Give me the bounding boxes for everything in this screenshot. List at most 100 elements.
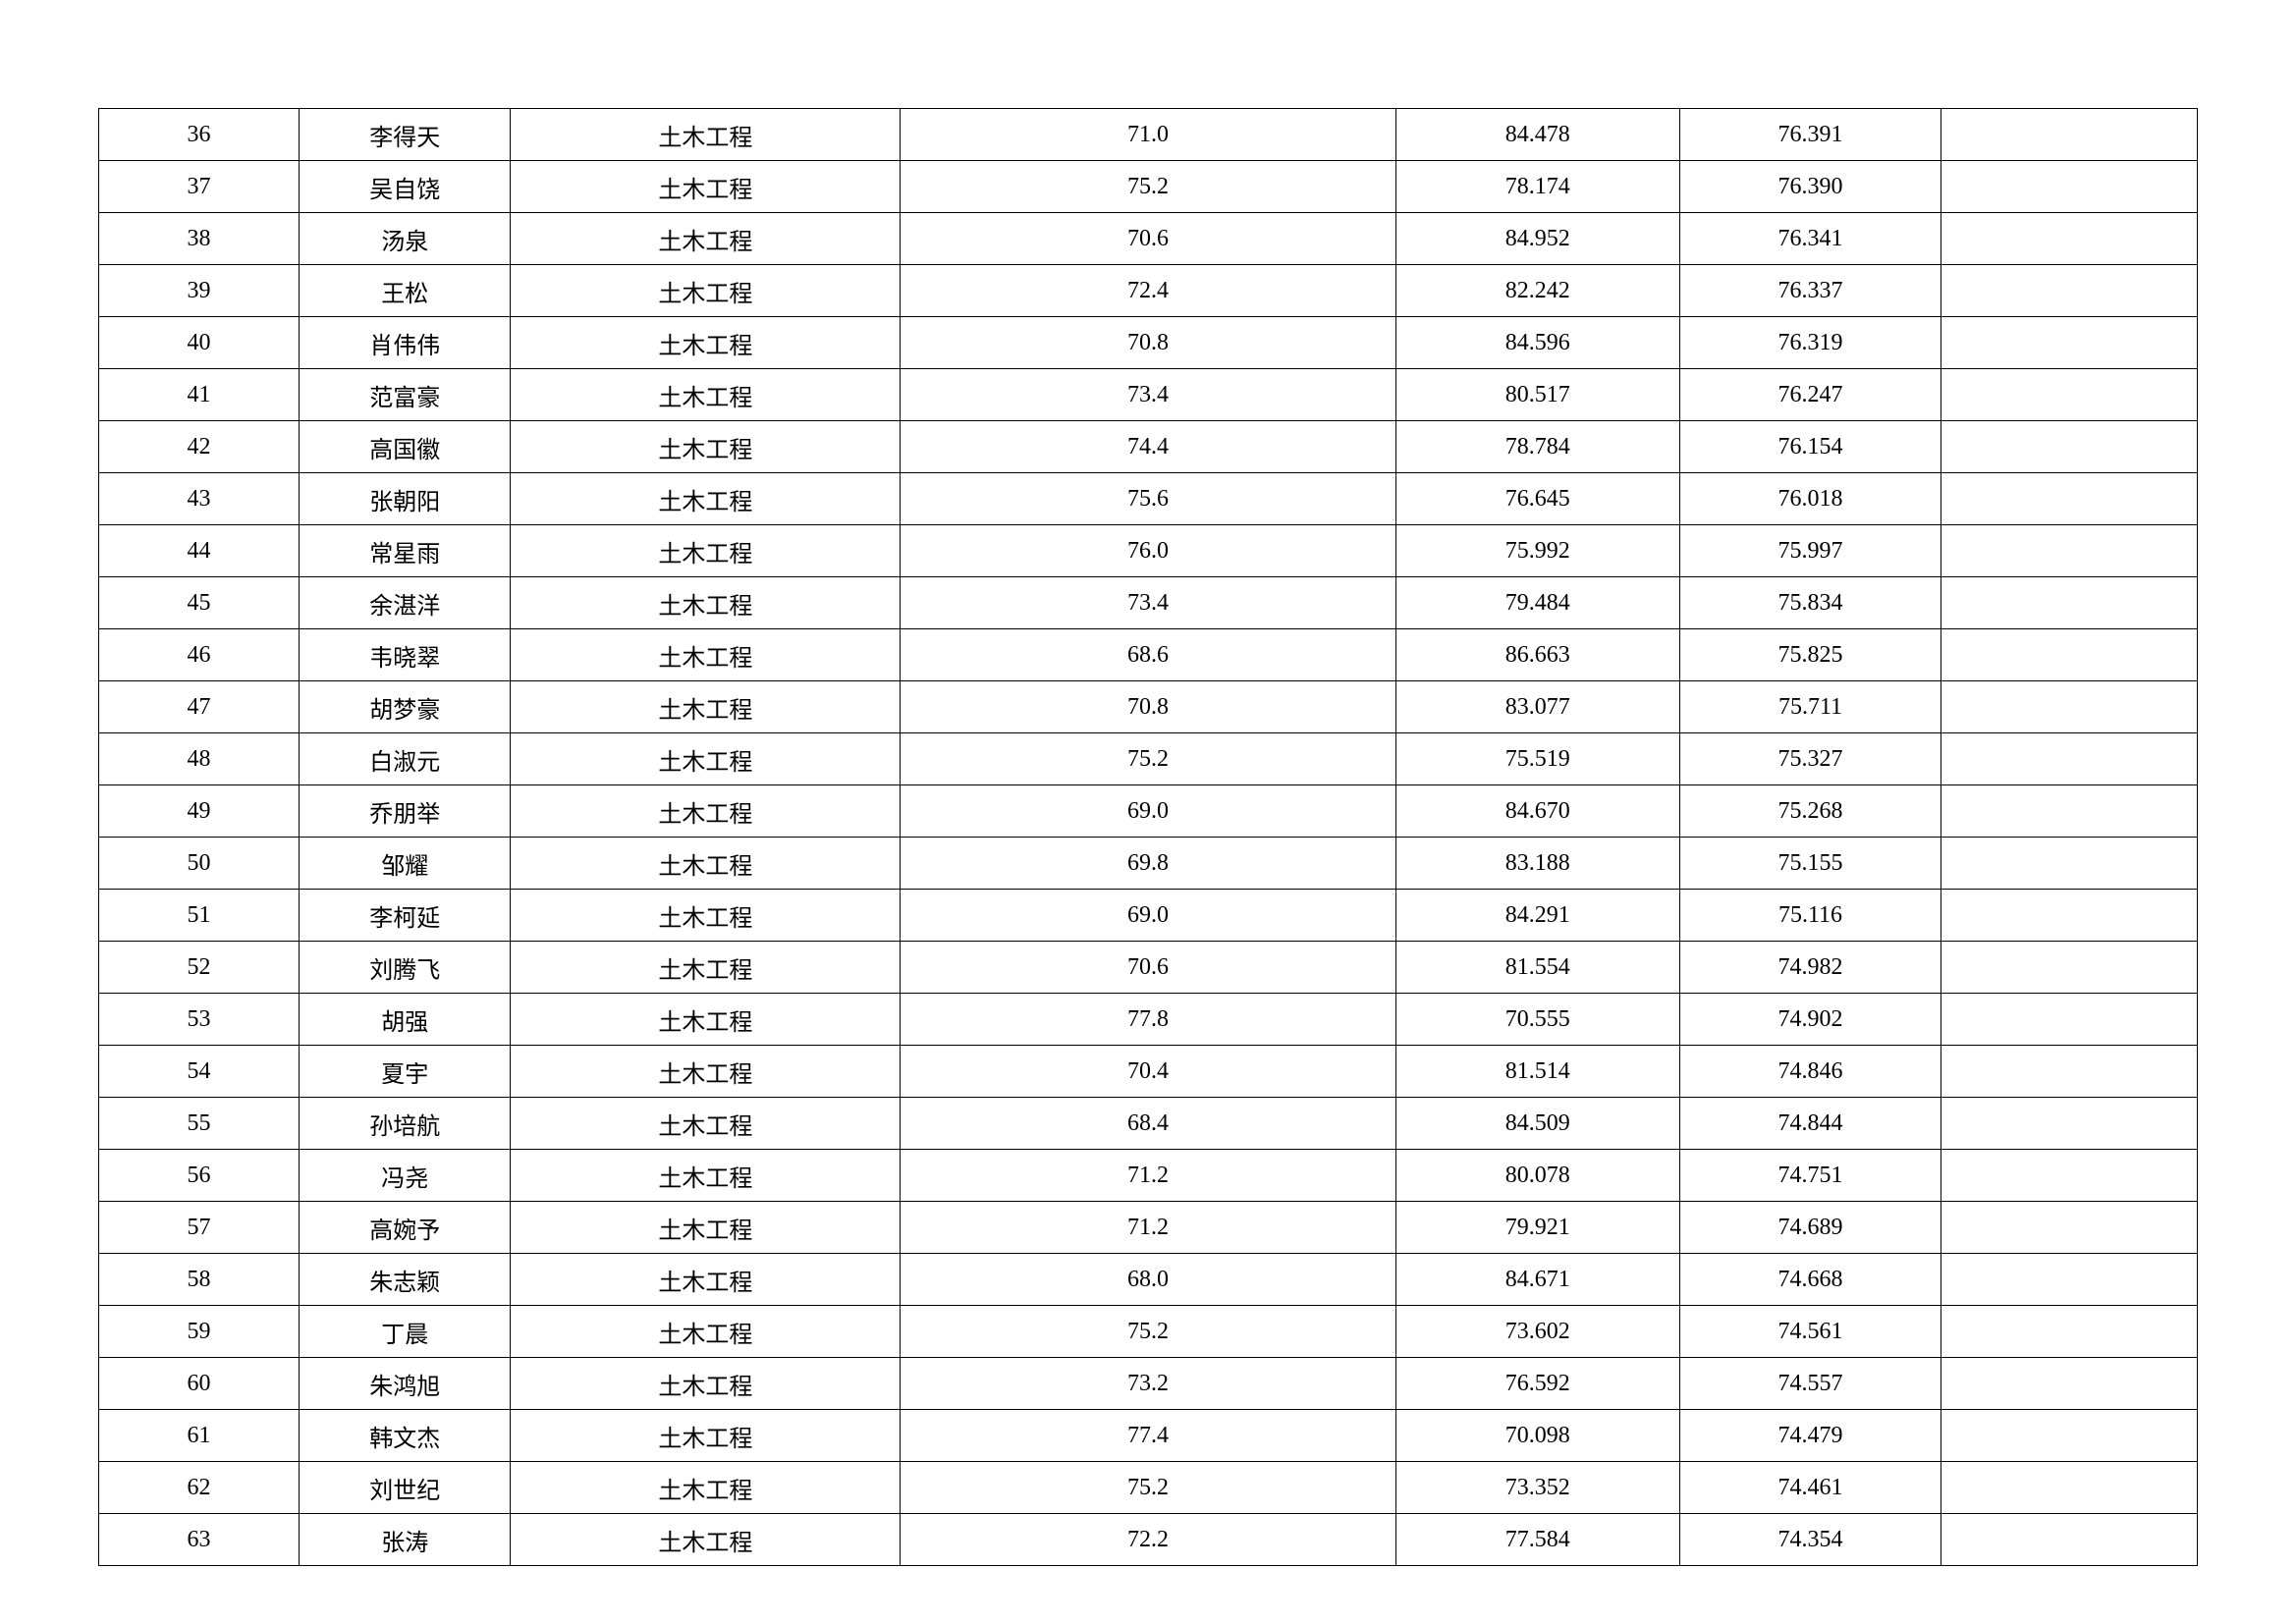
cell-name: 刘世纪 xyxy=(300,1462,511,1514)
table-row: 60朱鸿旭土木工程73.276.59274.557 xyxy=(99,1358,2198,1410)
cell-score2: 81.514 xyxy=(1395,1046,1679,1098)
cell-name: 胡梦豪 xyxy=(300,681,511,733)
cell-score2: 79.921 xyxy=(1395,1202,1679,1254)
cell-score2: 78.174 xyxy=(1395,161,1679,213)
cell-major: 土木工程 xyxy=(511,785,901,838)
cell-score1: 73.4 xyxy=(901,577,1395,629)
cell-blank xyxy=(1941,265,2198,317)
table-row: 58朱志颖土木工程68.084.67174.668 xyxy=(99,1254,2198,1306)
cell-major: 土木工程 xyxy=(511,577,901,629)
cell-index: 42 xyxy=(99,421,300,473)
cell-score3: 75.116 xyxy=(1679,890,1941,942)
cell-index: 40 xyxy=(99,317,300,369)
cell-name: 王松 xyxy=(300,265,511,317)
data-table: 36李得天土木工程71.084.47876.39137吴自饶土木工程75.278… xyxy=(98,108,2198,1566)
cell-name: 冯尧 xyxy=(300,1150,511,1202)
cell-score1: 71.0 xyxy=(901,109,1395,161)
cell-name: 吴自饶 xyxy=(300,161,511,213)
cell-score2: 75.519 xyxy=(1395,733,1679,785)
cell-score2: 84.952 xyxy=(1395,213,1679,265)
table-row: 39王松土木工程72.482.24276.337 xyxy=(99,265,2198,317)
cell-major: 土木工程 xyxy=(511,733,901,785)
cell-score3: 74.689 xyxy=(1679,1202,1941,1254)
cell-score1: 76.0 xyxy=(901,525,1395,577)
cell-index: 48 xyxy=(99,733,300,785)
cell-major: 土木工程 xyxy=(511,994,901,1046)
cell-index: 57 xyxy=(99,1202,300,1254)
cell-index: 50 xyxy=(99,838,300,890)
cell-score3: 76.341 xyxy=(1679,213,1941,265)
cell-name: 常星雨 xyxy=(300,525,511,577)
cell-score1: 70.4 xyxy=(901,1046,1395,1098)
table-row: 63张涛土木工程72.277.58474.354 xyxy=(99,1514,2198,1566)
cell-index: 47 xyxy=(99,681,300,733)
cell-major: 土木工程 xyxy=(511,1410,901,1462)
cell-blank xyxy=(1941,1254,2198,1306)
cell-name: 张朝阳 xyxy=(300,473,511,525)
cell-name: 乔朋举 xyxy=(300,785,511,838)
cell-score2: 73.352 xyxy=(1395,1462,1679,1514)
cell-index: 55 xyxy=(99,1098,300,1150)
page-container: 36李得天土木工程71.084.47876.39137吴自饶土木工程75.278… xyxy=(0,0,2296,1566)
cell-index: 51 xyxy=(99,890,300,942)
cell-score1: 71.2 xyxy=(901,1202,1395,1254)
cell-score1: 72.2 xyxy=(901,1514,1395,1566)
cell-major: 土木工程 xyxy=(511,161,901,213)
cell-score1: 68.0 xyxy=(901,1254,1395,1306)
cell-score3: 74.844 xyxy=(1679,1098,1941,1150)
cell-blank xyxy=(1941,525,2198,577)
cell-index: 39 xyxy=(99,265,300,317)
cell-index: 62 xyxy=(99,1462,300,1514)
cell-major: 土木工程 xyxy=(511,942,901,994)
cell-score1: 68.6 xyxy=(901,629,1395,681)
cell-blank xyxy=(1941,838,2198,890)
cell-score3: 75.711 xyxy=(1679,681,1941,733)
cell-index: 41 xyxy=(99,369,300,421)
cell-major: 土木工程 xyxy=(511,1150,901,1202)
cell-blank xyxy=(1941,681,2198,733)
cell-score3: 74.846 xyxy=(1679,1046,1941,1098)
table-row: 62刘世纪土木工程75.273.35274.461 xyxy=(99,1462,2198,1514)
cell-blank xyxy=(1941,317,2198,369)
cell-blank xyxy=(1941,109,2198,161)
cell-major: 土木工程 xyxy=(511,1098,901,1150)
cell-score1: 68.4 xyxy=(901,1098,1395,1150)
cell-index: 60 xyxy=(99,1358,300,1410)
cell-blank xyxy=(1941,994,2198,1046)
table-row: 48白淑元土木工程75.275.51975.327 xyxy=(99,733,2198,785)
table-row: 56冯尧土木工程71.280.07874.751 xyxy=(99,1150,2198,1202)
cell-index: 36 xyxy=(99,109,300,161)
cell-name: 白淑元 xyxy=(300,733,511,785)
cell-score1: 77.4 xyxy=(901,1410,1395,1462)
cell-score3: 76.391 xyxy=(1679,109,1941,161)
cell-score1: 69.0 xyxy=(901,785,1395,838)
cell-score1: 75.2 xyxy=(901,1306,1395,1358)
cell-blank xyxy=(1941,1150,2198,1202)
cell-blank xyxy=(1941,161,2198,213)
table-body: 36李得天土木工程71.084.47876.39137吴自饶土木工程75.278… xyxy=(99,109,2198,1566)
cell-major: 土木工程 xyxy=(511,265,901,317)
cell-blank xyxy=(1941,629,2198,681)
cell-blank xyxy=(1941,785,2198,838)
cell-score1: 73.2 xyxy=(901,1358,1395,1410)
cell-name: 李柯延 xyxy=(300,890,511,942)
cell-major: 土木工程 xyxy=(511,1462,901,1514)
cell-major: 土木工程 xyxy=(511,317,901,369)
cell-score3: 74.751 xyxy=(1679,1150,1941,1202)
table-row: 49乔朋举土木工程69.084.67075.268 xyxy=(99,785,2198,838)
cell-score3: 74.479 xyxy=(1679,1410,1941,1462)
cell-score2: 82.242 xyxy=(1395,265,1679,317)
cell-score3: 75.268 xyxy=(1679,785,1941,838)
cell-name: 张涛 xyxy=(300,1514,511,1566)
cell-index: 58 xyxy=(99,1254,300,1306)
cell-major: 土木工程 xyxy=(511,1202,901,1254)
cell-major: 土木工程 xyxy=(511,213,901,265)
table-row: 53胡强土木工程77.870.55574.902 xyxy=(99,994,2198,1046)
cell-major: 土木工程 xyxy=(511,629,901,681)
cell-score3: 74.982 xyxy=(1679,942,1941,994)
cell-major: 土木工程 xyxy=(511,421,901,473)
cell-blank xyxy=(1941,942,2198,994)
cell-blank xyxy=(1941,733,2198,785)
cell-name: 余湛洋 xyxy=(300,577,511,629)
table-row: 50邹耀土木工程69.883.18875.155 xyxy=(99,838,2198,890)
